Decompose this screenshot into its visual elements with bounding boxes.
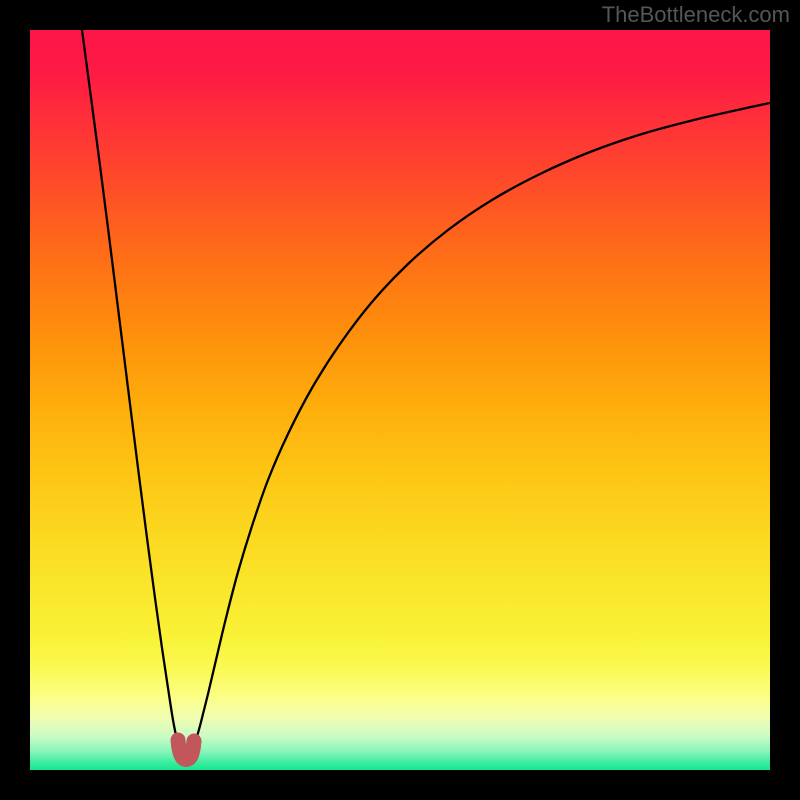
- optimal-zone-marker: [178, 740, 194, 759]
- bottleneck-curve: [82, 30, 770, 760]
- curve-layer: [30, 30, 770, 770]
- watermark-text: TheBottleneck.com: [602, 2, 790, 28]
- plot-area: [30, 30, 770, 770]
- chart-container: TheBottleneck.com: [0, 0, 800, 800]
